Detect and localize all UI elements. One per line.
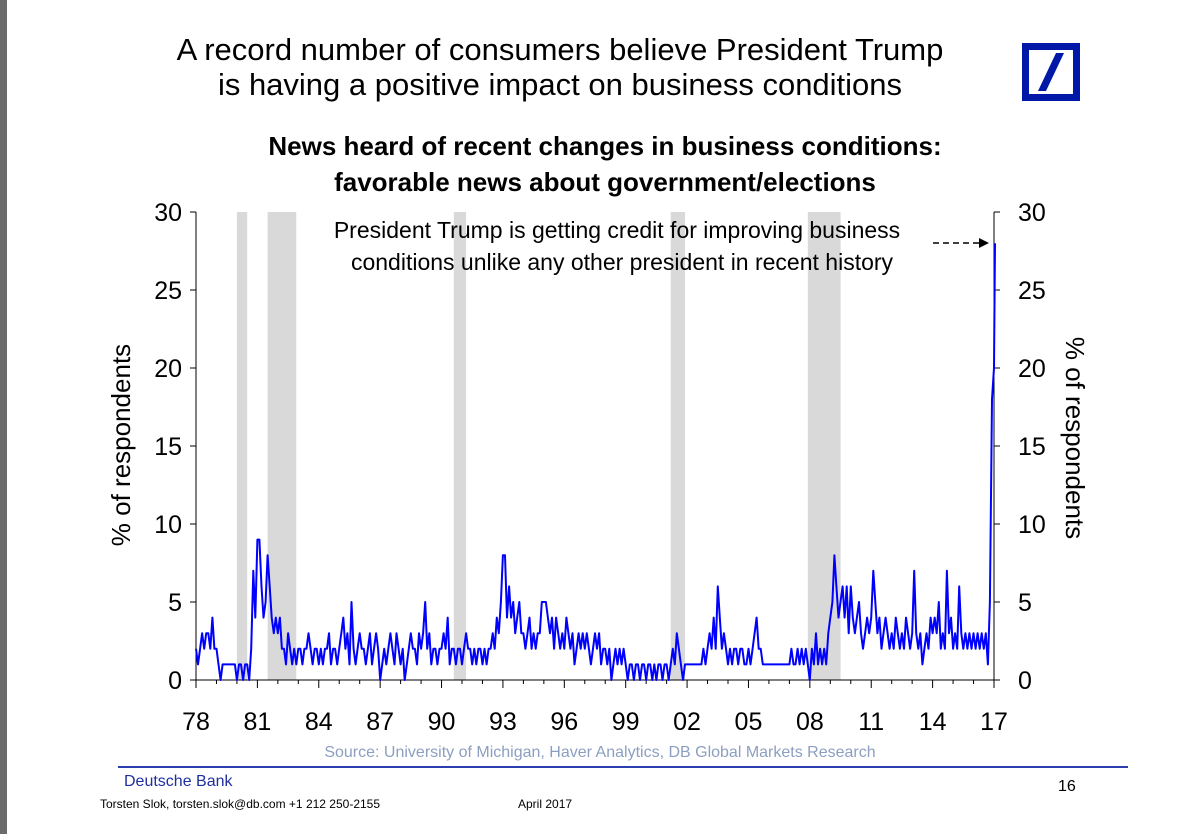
recession-bands — [236, 212, 841, 680]
y-tick-label-left-15: 15 — [154, 433, 182, 461]
y-axis-label-left: % of respondents — [106, 344, 136, 546]
recession-band-3 — [453, 212, 467, 680]
left-edge-bar — [0, 0, 7, 834]
source-note: Source: University of Michigan, Haver An… — [324, 744, 876, 761]
x-tick-label-90: 90 — [428, 708, 456, 736]
footer-divider — [118, 766, 1128, 768]
y-tick-label-right-15: 15 — [1018, 433, 1046, 461]
x-tick-label-87: 87 — [366, 708, 394, 736]
slide-title-line-2: is having a positive impact on business … — [217, 67, 903, 102]
slide-title-line-1: A record number of consumers believe Pre… — [176, 32, 944, 67]
series-layer — [195, 243, 996, 681]
x-tick-label-96: 96 — [550, 708, 578, 736]
chart-title: News heard of recent changes in business… — [150, 128, 1060, 200]
y-tick-label-left-5: 5 — [168, 589, 182, 617]
y-tick-label-right-20: 20 — [1018, 355, 1046, 383]
y-tick-label-left-20: 20 — [154, 355, 182, 383]
x-tick-label-08: 08 — [796, 708, 824, 736]
footer-brand: Deutsche Bank — [124, 773, 233, 790]
y-tick-label-left-0: 0 — [168, 667, 182, 695]
y-tick-label-left-10: 10 — [154, 511, 182, 539]
annotation-line-1: President Trump is getting credit for im… — [334, 217, 900, 243]
y-tick-label-left-30: 30 — [154, 199, 182, 227]
page-number: 16 — [1058, 778, 1076, 795]
x-tick-label-84: 84 — [305, 708, 333, 736]
x-tick-label-93: 93 — [489, 708, 517, 736]
x-tick-label-11: 11 — [858, 708, 884, 736]
series-line-1 — [195, 243, 996, 681]
recession-band-1 — [236, 212, 248, 680]
deutsche-bank-logo-icon — [1022, 43, 1080, 101]
annotation-line-2: conditions unlike any other president in… — [351, 249, 894, 275]
y-axis-label-right: % of respondents — [1060, 337, 1090, 539]
y-tick-label-right-30: 30 — [1018, 199, 1046, 227]
footer-contact: Torsten Slok, torsten.slok@db.com +1 212… — [100, 797, 381, 811]
annotation-arrowhead-icon — [979, 238, 989, 248]
x-tick-label-81: 81 — [243, 708, 271, 736]
logo-slash-icon — [1038, 53, 1064, 91]
footer-date: April 2017 — [518, 797, 573, 811]
slide-title: A record number of consumers believe Pre… — [60, 32, 1060, 102]
x-tick-label-99: 99 — [612, 708, 640, 736]
recession-band-5 — [807, 212, 841, 680]
x-tick-label-14: 14 — [919, 708, 947, 736]
chart-title-line-2: favorable news about government/election… — [334, 167, 876, 197]
y-tick-label-right-25: 25 — [1018, 277, 1046, 305]
recession-band-2 — [267, 212, 297, 680]
y-tick-label-right-10: 10 — [1018, 511, 1046, 539]
chart-title-line-1: News heard of recent changes in business… — [268, 131, 942, 161]
y-tick-label-left-25: 25 — [154, 277, 182, 305]
x-tick-label-05: 05 — [735, 708, 763, 736]
x-tick-label-17: 17 — [980, 708, 1008, 736]
annotation: President Trump is getting credit for im… — [334, 217, 989, 275]
x-tick-label-78: 78 — [182, 708, 210, 736]
x-tick-label-02: 02 — [673, 708, 701, 736]
y-tick-label-right-5: 5 — [1018, 589, 1032, 617]
recession-band-4 — [670, 212, 686, 680]
y-tick-label-right-0: 0 — [1018, 667, 1032, 695]
